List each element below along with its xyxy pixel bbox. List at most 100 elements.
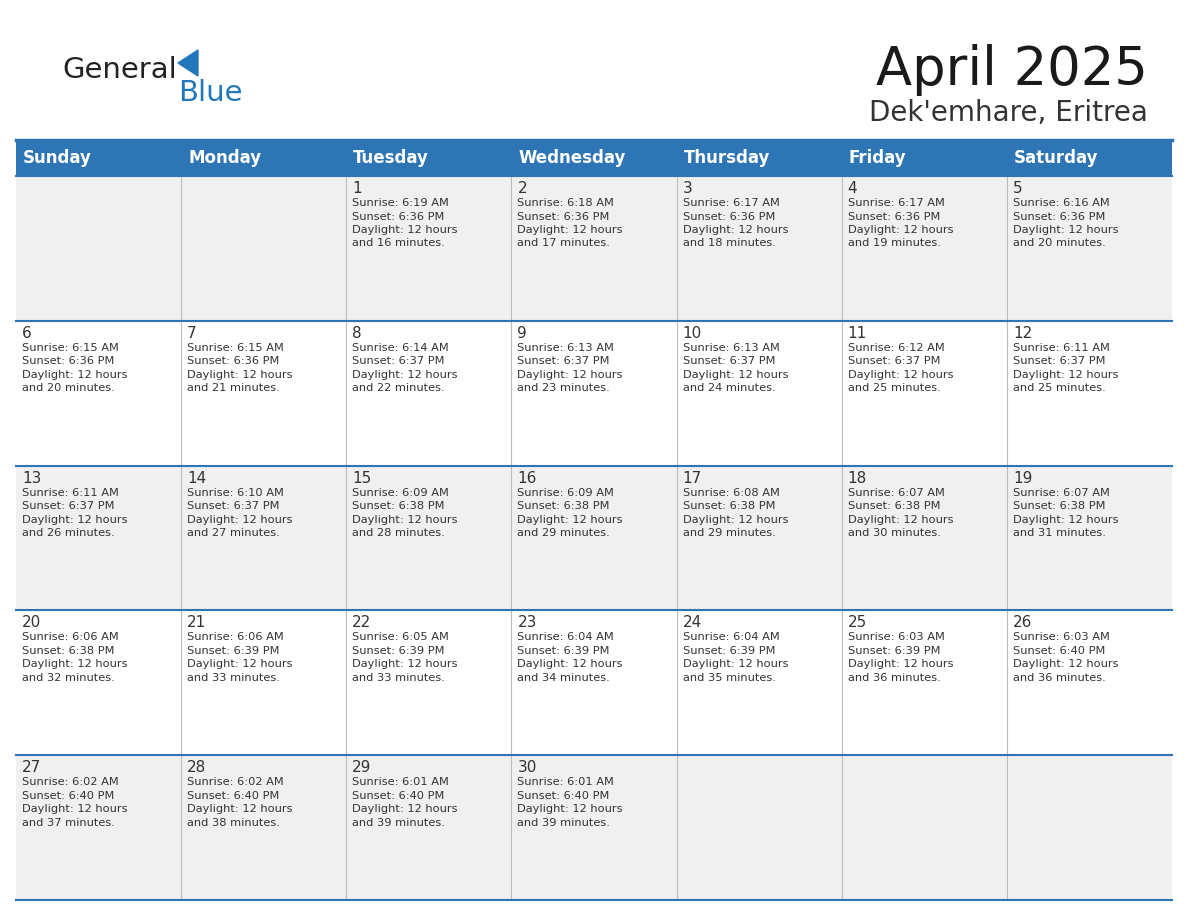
Text: Daylight: 12 hours: Daylight: 12 hours <box>518 370 623 380</box>
Text: Sunrise: 6:17 AM: Sunrise: 6:17 AM <box>683 198 779 208</box>
Text: and 27 minutes.: and 27 minutes. <box>188 528 280 538</box>
Text: Sunset: 6:37 PM: Sunset: 6:37 PM <box>188 501 279 511</box>
Text: 16: 16 <box>518 471 537 486</box>
Text: Daylight: 12 hours: Daylight: 12 hours <box>188 659 292 669</box>
Text: Sunrise: 6:19 AM: Sunrise: 6:19 AM <box>353 198 449 208</box>
Text: Daylight: 12 hours: Daylight: 12 hours <box>1013 659 1118 669</box>
Text: Daylight: 12 hours: Daylight: 12 hours <box>683 225 788 235</box>
Text: Sunset: 6:37 PM: Sunset: 6:37 PM <box>1013 356 1105 366</box>
Text: Monday: Monday <box>188 149 261 167</box>
Text: Sunset: 6:39 PM: Sunset: 6:39 PM <box>848 646 940 655</box>
Text: Daylight: 12 hours: Daylight: 12 hours <box>683 515 788 524</box>
Text: 25: 25 <box>848 615 867 631</box>
Text: Sunset: 6:40 PM: Sunset: 6:40 PM <box>353 790 444 800</box>
Text: and 24 minutes.: and 24 minutes. <box>683 384 776 393</box>
Text: 1: 1 <box>353 181 362 196</box>
Text: Sunset: 6:38 PM: Sunset: 6:38 PM <box>23 646 114 655</box>
Text: and 35 minutes.: and 35 minutes. <box>683 673 776 683</box>
Text: Sunrise: 6:17 AM: Sunrise: 6:17 AM <box>848 198 944 208</box>
Text: Daylight: 12 hours: Daylight: 12 hours <box>353 370 457 380</box>
Text: Sunset: 6:39 PM: Sunset: 6:39 PM <box>518 646 609 655</box>
Text: 6: 6 <box>23 326 32 341</box>
Text: Daylight: 12 hours: Daylight: 12 hours <box>683 370 788 380</box>
Bar <box>15 140 1173 176</box>
Text: Sunset: 6:36 PM: Sunset: 6:36 PM <box>353 211 444 221</box>
Text: 17: 17 <box>683 471 702 486</box>
Text: Sunset: 6:39 PM: Sunset: 6:39 PM <box>188 646 279 655</box>
Polygon shape <box>178 50 198 76</box>
Text: Sunset: 6:38 PM: Sunset: 6:38 PM <box>518 501 609 511</box>
Text: 21: 21 <box>188 615 207 631</box>
Text: Sunrise: 6:18 AM: Sunrise: 6:18 AM <box>518 198 614 208</box>
Text: April 2025: April 2025 <box>876 44 1148 96</box>
Text: 15: 15 <box>353 471 372 486</box>
Text: Sunset: 6:36 PM: Sunset: 6:36 PM <box>188 356 279 366</box>
Text: and 20 minutes.: and 20 minutes. <box>23 384 115 393</box>
Text: and 38 minutes.: and 38 minutes. <box>188 818 280 828</box>
Text: Daylight: 12 hours: Daylight: 12 hours <box>518 804 623 814</box>
Text: Daylight: 12 hours: Daylight: 12 hours <box>188 804 292 814</box>
Text: Sunset: 6:37 PM: Sunset: 6:37 PM <box>848 356 940 366</box>
Text: Sunset: 6:37 PM: Sunset: 6:37 PM <box>683 356 775 366</box>
Text: and 16 minutes.: and 16 minutes. <box>353 239 446 249</box>
Text: Sunrise: 6:11 AM: Sunrise: 6:11 AM <box>1013 342 1110 353</box>
Text: Sunset: 6:38 PM: Sunset: 6:38 PM <box>683 501 775 511</box>
Text: Sunrise: 6:01 AM: Sunrise: 6:01 AM <box>353 778 449 788</box>
Text: Sunset: 6:37 PM: Sunset: 6:37 PM <box>353 356 444 366</box>
Text: 13: 13 <box>23 471 42 486</box>
Text: and 36 minutes.: and 36 minutes. <box>848 673 941 683</box>
Text: Sunset: 6:36 PM: Sunset: 6:36 PM <box>518 211 609 221</box>
Text: 28: 28 <box>188 760 207 775</box>
Text: 22: 22 <box>353 615 372 631</box>
Text: Sunset: 6:38 PM: Sunset: 6:38 PM <box>848 501 940 511</box>
Text: Sunrise: 6:13 AM: Sunrise: 6:13 AM <box>518 342 614 353</box>
Text: and 32 minutes.: and 32 minutes. <box>23 673 115 683</box>
Text: and 25 minutes.: and 25 minutes. <box>1013 384 1106 393</box>
Text: Sunset: 6:37 PM: Sunset: 6:37 PM <box>518 356 609 366</box>
Text: 8: 8 <box>353 326 362 341</box>
Text: and 34 minutes.: and 34 minutes. <box>518 673 611 683</box>
Text: 4: 4 <box>848 181 858 196</box>
Text: Sunset: 6:40 PM: Sunset: 6:40 PM <box>23 790 114 800</box>
Text: Daylight: 12 hours: Daylight: 12 hours <box>188 370 292 380</box>
Text: and 29 minutes.: and 29 minutes. <box>518 528 611 538</box>
Text: 9: 9 <box>518 326 527 341</box>
Text: 23: 23 <box>518 615 537 631</box>
Text: Sunrise: 6:13 AM: Sunrise: 6:13 AM <box>683 342 779 353</box>
Text: Sunrise: 6:02 AM: Sunrise: 6:02 AM <box>23 778 119 788</box>
Bar <box>15 320 1173 465</box>
Text: Sunrise: 6:04 AM: Sunrise: 6:04 AM <box>683 633 779 643</box>
Text: Sunrise: 6:05 AM: Sunrise: 6:05 AM <box>353 633 449 643</box>
Text: 18: 18 <box>848 471 867 486</box>
Text: Sunrise: 6:01 AM: Sunrise: 6:01 AM <box>518 778 614 788</box>
Text: and 33 minutes.: and 33 minutes. <box>353 673 446 683</box>
Text: and 29 minutes.: and 29 minutes. <box>683 528 776 538</box>
Bar <box>15 610 1173 756</box>
Text: Daylight: 12 hours: Daylight: 12 hours <box>683 659 788 669</box>
Text: 30: 30 <box>518 760 537 775</box>
Text: Sunset: 6:37 PM: Sunset: 6:37 PM <box>23 501 114 511</box>
Text: Sunday: Sunday <box>23 149 91 167</box>
Text: and 22 minutes.: and 22 minutes. <box>353 384 446 393</box>
Text: Sunrise: 6:14 AM: Sunrise: 6:14 AM <box>353 342 449 353</box>
Text: and 30 minutes.: and 30 minutes. <box>848 528 941 538</box>
Text: and 19 minutes.: and 19 minutes. <box>848 239 941 249</box>
Text: Sunrise: 6:03 AM: Sunrise: 6:03 AM <box>1013 633 1110 643</box>
Text: Daylight: 12 hours: Daylight: 12 hours <box>848 659 953 669</box>
Text: Sunrise: 6:06 AM: Sunrise: 6:06 AM <box>23 633 119 643</box>
Text: Daylight: 12 hours: Daylight: 12 hours <box>188 515 292 524</box>
Bar <box>15 176 1173 320</box>
Text: Sunset: 6:36 PM: Sunset: 6:36 PM <box>23 356 114 366</box>
Text: Sunrise: 6:07 AM: Sunrise: 6:07 AM <box>1013 487 1110 498</box>
Text: 5: 5 <box>1013 181 1023 196</box>
Text: 7: 7 <box>188 326 197 341</box>
Text: and 37 minutes.: and 37 minutes. <box>23 818 115 828</box>
Text: Sunset: 6:40 PM: Sunset: 6:40 PM <box>188 790 279 800</box>
Text: and 25 minutes.: and 25 minutes. <box>848 384 941 393</box>
Text: 10: 10 <box>683 326 702 341</box>
Text: Sunset: 6:36 PM: Sunset: 6:36 PM <box>1013 211 1105 221</box>
Text: Daylight: 12 hours: Daylight: 12 hours <box>353 225 457 235</box>
Text: Sunrise: 6:09 AM: Sunrise: 6:09 AM <box>518 487 614 498</box>
Text: 14: 14 <box>188 471 207 486</box>
Text: 20: 20 <box>23 615 42 631</box>
